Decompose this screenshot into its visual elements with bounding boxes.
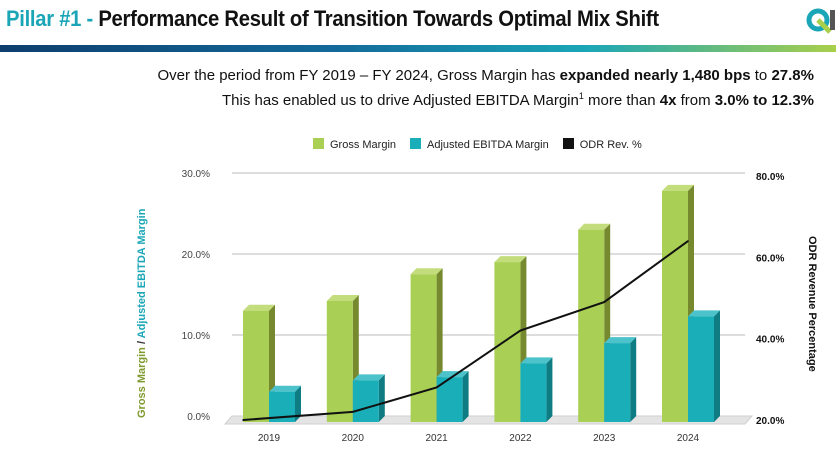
bar-ebitda-margin-side — [295, 385, 301, 422]
legend-gross-margin: Gross Margin — [313, 138, 396, 151]
bar-ebitda-margin-side — [378, 374, 385, 422]
bar-ebitda-margin-side — [462, 371, 469, 422]
bar-ebitda-margin — [604, 343, 631, 422]
bar-gross-margin — [326, 300, 353, 422]
bar-gross-margin-top — [662, 184, 694, 191]
right-tick-label: 40.0% — [756, 335, 784, 346]
bar-gross-margin-top — [243, 304, 275, 311]
left-tick-label: 30.0% — [182, 169, 210, 180]
right-tick-label: 80.0% — [756, 172, 784, 183]
odr-point — [519, 329, 522, 332]
bar-ebitda-margin-top — [269, 385, 301, 392]
odr-point — [687, 240, 689, 242]
left-tick-label: 10.0% — [182, 331, 210, 342]
page-title: Pillar #1 - Performance Result of Transi… — [6, 6, 659, 32]
title-text: Performance Result of Transition Towards… — [98, 6, 659, 31]
bar-ebitda-margin-side — [714, 310, 720, 422]
right-tick-label: 60.0% — [756, 253, 784, 264]
x-tick-label: 2022 — [509, 433, 532, 444]
odr-point — [435, 386, 438, 389]
bar-ebitda-margin-top — [352, 374, 385, 381]
left-tick-label: 0.0% — [187, 412, 210, 423]
company-logo — [806, 8, 835, 34]
odr-line — [242, 240, 689, 421]
odr-point — [242, 419, 244, 421]
right-tick-label: 20.0% — [756, 416, 784, 427]
bar-ebitda-margin-top — [436, 371, 469, 378]
bar-ebitda-margin-side — [630, 337, 637, 422]
legend-odr: ODR Rev. % — [562, 138, 642, 151]
bar-gross-margin — [410, 274, 437, 422]
left-tick-label: 20.0% — [182, 250, 210, 261]
bar-gross-margin-top — [410, 268, 443, 275]
bar-gross-margin-top — [326, 294, 359, 301]
bar-gross-margin — [578, 229, 605, 422]
bar-ebitda-margin — [688, 316, 714, 422]
bar-gross-margin — [662, 190, 688, 422]
odr-point — [603, 301, 605, 303]
bar-gross-margin — [494, 262, 521, 422]
bar-ebitda-margin-top — [604, 337, 637, 344]
bar-gross-margin-top — [578, 223, 611, 230]
x-tick-label: 2020 — [342, 433, 365, 444]
bar-ebitda-margin — [352, 380, 379, 422]
bar-gross-margin-top — [494, 256, 527, 263]
bar-ebitda-margin-top — [688, 310, 720, 317]
x-tick-label: 2023 — [593, 433, 616, 444]
legend-ebitda-margin: Adjusted EBITDA Margin — [410, 138, 549, 151]
summary-text: Over the period from FY 2019 – FY 2024, … — [157, 67, 814, 109]
x-tick-label: 2024 — [677, 433, 700, 444]
title-prefix: Pillar #1 - — [6, 6, 93, 31]
bar-ebitda-margin-side — [546, 357, 553, 422]
chart-legend: Gross Margin Adjusted EBITDA Margin ODR … — [313, 138, 642, 151]
bar-ebitda-margin-top — [520, 357, 553, 364]
x-tick-label: 2021 — [425, 433, 448, 444]
odr-point — [352, 411, 354, 413]
header-gradient-band — [0, 45, 836, 52]
bar-ebitda-margin — [520, 363, 547, 422]
x-tick-label: 2019 — [258, 433, 281, 444]
bar-gross-margin — [243, 310, 269, 422]
